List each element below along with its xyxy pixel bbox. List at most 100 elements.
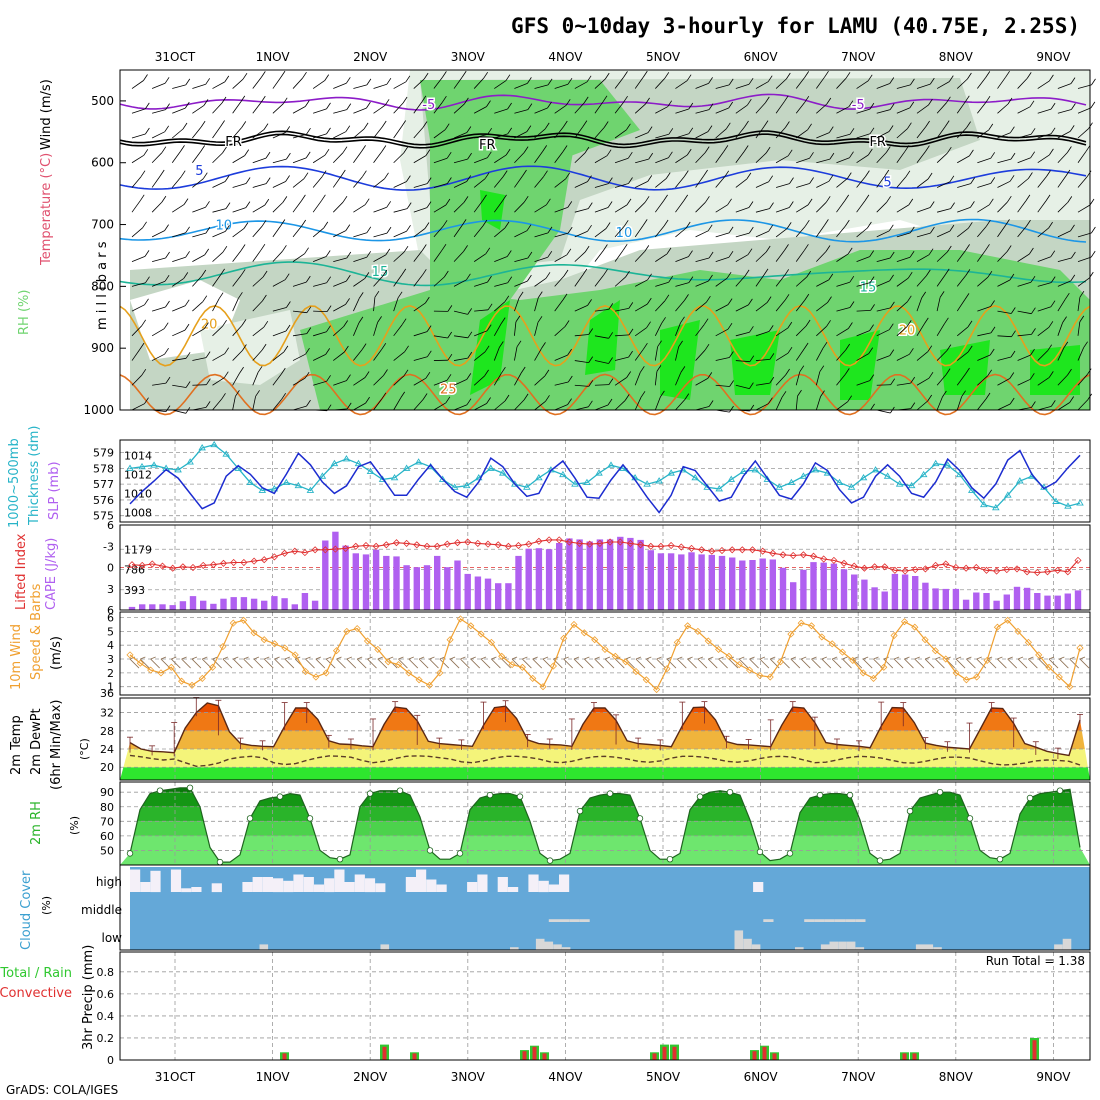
wind-point-61 xyxy=(756,672,764,680)
barb xyxy=(574,274,584,287)
barb xyxy=(292,225,303,238)
barb xyxy=(956,326,969,337)
barb-flag xyxy=(785,72,791,80)
barb-flag xyxy=(990,152,996,159)
barb-flag xyxy=(447,177,452,184)
barb xyxy=(172,305,186,312)
wind-point-39 xyxy=(529,674,537,682)
lifted-point-20 xyxy=(331,545,339,553)
upper-air-ytick-1000: 1000 xyxy=(83,403,114,417)
isotherm-5 xyxy=(119,165,1087,191)
barb xyxy=(795,129,808,139)
surface-barb-12 xyxy=(253,658,264,669)
barb xyxy=(675,300,685,312)
barb xyxy=(634,303,648,312)
barb-flag xyxy=(749,326,754,333)
barb xyxy=(192,328,205,337)
barb-flag xyxy=(869,250,875,257)
footer-credit: GrADS: COLA/IGES xyxy=(6,1083,118,1097)
barb-flag xyxy=(967,222,973,229)
barb-flag xyxy=(647,126,653,133)
barb xyxy=(695,324,705,337)
bottom-day-label-4: 4NOV xyxy=(548,1070,583,1084)
barb xyxy=(956,373,966,386)
lifted-point-38 xyxy=(514,541,523,550)
cloud-high-bar-42 xyxy=(559,874,570,892)
barb-flag xyxy=(483,71,489,79)
barb-flag xyxy=(447,331,453,339)
barb-flag xyxy=(640,391,646,398)
cloud-high-bar-36 xyxy=(497,877,508,892)
wind-point-72 xyxy=(869,674,878,682)
rh-point-72 xyxy=(846,791,854,799)
wind-point-63 xyxy=(776,658,785,666)
barb xyxy=(775,374,786,386)
barb xyxy=(131,325,142,337)
barb xyxy=(373,398,383,411)
barb xyxy=(977,101,987,114)
dewpoint-line xyxy=(129,754,1081,768)
barb-flag xyxy=(244,149,250,156)
barb xyxy=(192,254,205,262)
barb-flag xyxy=(927,172,933,180)
barb-flag xyxy=(442,220,448,227)
barb-flag xyxy=(1030,128,1036,135)
barb-flag xyxy=(507,127,513,135)
barb xyxy=(534,128,546,139)
barb-flag xyxy=(527,77,532,84)
top-day-label-6: 6NOV xyxy=(744,50,779,64)
barb-flag xyxy=(867,74,873,82)
wind-point-40 xyxy=(539,683,547,691)
barb-flag xyxy=(325,348,331,355)
surface-barb-64 xyxy=(790,658,801,669)
surface-barb-flag-19 xyxy=(326,656,332,660)
barb xyxy=(997,180,1011,188)
cape-bar-43 xyxy=(566,538,573,610)
wind-point-12 xyxy=(250,629,258,637)
barb-flag xyxy=(164,125,170,133)
precip-conv-bar-28 xyxy=(412,1053,417,1060)
barb-flag xyxy=(869,374,875,381)
barb xyxy=(1037,306,1052,312)
barb-flag xyxy=(664,294,670,302)
barb xyxy=(192,105,205,114)
cloud-low-bar-29 xyxy=(380,944,390,950)
barb xyxy=(554,83,569,89)
barb-flag xyxy=(301,219,307,227)
cape-bar-57 xyxy=(708,554,715,610)
barb xyxy=(1057,280,1071,287)
barb-flag xyxy=(143,74,148,81)
barb xyxy=(453,158,468,164)
surface-barb-71 xyxy=(862,658,873,669)
cape-bar-34 xyxy=(474,576,482,610)
thickness-point-60 xyxy=(847,483,856,490)
barb xyxy=(252,349,263,361)
barb-flag xyxy=(361,343,367,350)
lifted-point-30 xyxy=(433,542,441,550)
barb-flag xyxy=(1089,198,1095,206)
barb-flag xyxy=(806,270,812,278)
barb-flag xyxy=(426,325,432,332)
wind-point-70 xyxy=(849,656,857,664)
barb-flag xyxy=(205,78,211,85)
barb xyxy=(574,230,588,238)
lifted-point-18 xyxy=(311,546,319,554)
wind-point-88 xyxy=(1035,651,1043,659)
precip-conv-bar-63 xyxy=(762,1046,767,1060)
wind-point-17 xyxy=(301,667,310,676)
precip-conv-bar-77 xyxy=(902,1053,907,1060)
barb xyxy=(151,131,165,139)
cloud-middle-bar-44 xyxy=(579,919,590,922)
wind-point-57 xyxy=(715,645,723,653)
top-day-label-5: 5NOV xyxy=(646,50,681,64)
barb-flag xyxy=(366,78,372,86)
contour-label-5: 5 xyxy=(195,164,203,179)
barb-flag xyxy=(768,325,774,332)
barb xyxy=(775,352,789,361)
thickness-point-5 xyxy=(186,458,194,465)
barb-flag xyxy=(925,120,930,128)
barb xyxy=(272,351,285,361)
run-total-label: Run Total = 1.38 xyxy=(986,954,1085,968)
barb-flag xyxy=(985,95,991,103)
barb-flag xyxy=(426,350,432,358)
